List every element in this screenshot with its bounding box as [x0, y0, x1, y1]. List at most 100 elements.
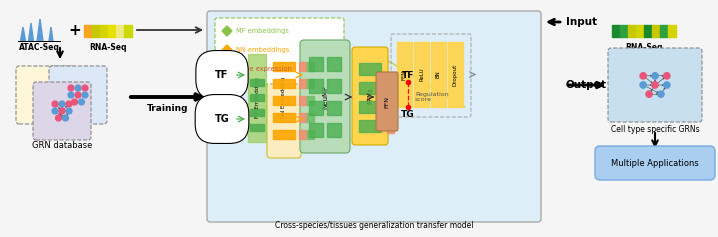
- Bar: [387, 123, 394, 133]
- Bar: [273, 130, 295, 139]
- Bar: [620, 25, 628, 37]
- Bar: [273, 113, 295, 122]
- FancyBboxPatch shape: [608, 48, 702, 122]
- Text: Dropout: Dropout: [453, 63, 458, 86]
- Bar: [250, 124, 264, 131]
- Text: NN Embedding: NN Embedding: [281, 77, 286, 118]
- Text: FFN: FFN: [402, 69, 407, 80]
- Circle shape: [652, 73, 658, 79]
- Polygon shape: [222, 64, 232, 74]
- Circle shape: [68, 92, 74, 98]
- Bar: [414, 42, 429, 107]
- Bar: [636, 25, 644, 37]
- Bar: [612, 25, 620, 37]
- Bar: [299, 113, 306, 122]
- Circle shape: [66, 108, 72, 114]
- Bar: [327, 123, 341, 137]
- Circle shape: [640, 82, 646, 88]
- Bar: [124, 25, 132, 37]
- Bar: [309, 79, 323, 93]
- Circle shape: [59, 108, 65, 114]
- Bar: [273, 62, 295, 71]
- Polygon shape: [49, 27, 53, 41]
- Bar: [92, 25, 100, 37]
- Text: TF: TF: [215, 70, 229, 80]
- Text: MF Embedding: MF Embedding: [254, 78, 259, 118]
- Text: FFN: FFN: [385, 96, 389, 108]
- Bar: [250, 109, 264, 116]
- Bar: [397, 42, 412, 107]
- Bar: [628, 25, 636, 37]
- Text: MF embeddings: MF embeddings: [236, 28, 289, 34]
- Text: TF: TF: [402, 70, 414, 79]
- Bar: [273, 79, 295, 88]
- Bar: [307, 79, 314, 88]
- Polygon shape: [37, 19, 43, 41]
- Bar: [84, 25, 92, 37]
- Text: RNA-Seq: RNA-Seq: [89, 43, 127, 52]
- Text: Multiple Applications: Multiple Applications: [611, 159, 699, 168]
- FancyBboxPatch shape: [33, 82, 91, 140]
- Circle shape: [75, 85, 81, 91]
- Polygon shape: [21, 27, 26, 41]
- FancyBboxPatch shape: [376, 72, 398, 131]
- Polygon shape: [29, 23, 34, 41]
- Bar: [359, 101, 381, 113]
- Bar: [116, 25, 124, 37]
- Text: Training: Training: [147, 104, 189, 113]
- FancyBboxPatch shape: [300, 40, 350, 153]
- Text: BN: BN: [436, 71, 441, 78]
- Bar: [273, 96, 295, 105]
- Text: TG: TG: [401, 110, 415, 119]
- Bar: [448, 42, 463, 107]
- Bar: [309, 57, 323, 71]
- Circle shape: [66, 101, 72, 107]
- Text: Output: Output: [566, 80, 607, 90]
- Bar: [307, 62, 314, 71]
- Bar: [327, 101, 341, 115]
- Bar: [387, 89, 394, 99]
- Bar: [250, 79, 264, 86]
- Bar: [100, 25, 108, 37]
- Bar: [660, 25, 668, 37]
- Bar: [299, 130, 306, 139]
- Bar: [309, 123, 323, 137]
- Circle shape: [52, 101, 58, 107]
- Text: RNA-Seq: RNA-Seq: [625, 43, 663, 52]
- Circle shape: [62, 115, 68, 121]
- Bar: [327, 79, 341, 93]
- Text: ReLU: ReLU: [419, 68, 424, 81]
- Circle shape: [652, 82, 658, 88]
- Bar: [644, 25, 652, 37]
- Circle shape: [35, 92, 41, 98]
- Bar: [431, 42, 446, 107]
- Circle shape: [658, 91, 664, 97]
- FancyBboxPatch shape: [352, 47, 388, 145]
- Bar: [652, 25, 660, 37]
- FancyBboxPatch shape: [267, 37, 301, 158]
- Circle shape: [78, 99, 85, 105]
- Circle shape: [35, 85, 41, 91]
- Circle shape: [49, 92, 55, 98]
- Text: Gene expression: Gene expression: [236, 66, 292, 72]
- Circle shape: [663, 73, 670, 79]
- Circle shape: [45, 99, 52, 105]
- Circle shape: [68, 85, 74, 91]
- FancyBboxPatch shape: [207, 11, 541, 222]
- Text: FFNs: FFNs: [367, 87, 373, 105]
- Circle shape: [49, 85, 55, 91]
- Circle shape: [646, 91, 652, 97]
- Bar: [299, 96, 306, 105]
- Circle shape: [52, 108, 58, 114]
- Text: ATAC-Seq: ATAC-Seq: [19, 43, 60, 52]
- Bar: [248, 54, 266, 142]
- Bar: [299, 79, 306, 88]
- Text: Regulation
score: Regulation score: [415, 91, 449, 102]
- FancyBboxPatch shape: [215, 18, 344, 84]
- Bar: [307, 130, 314, 139]
- Text: TG: TG: [215, 114, 229, 124]
- Bar: [250, 94, 264, 101]
- Bar: [359, 120, 381, 132]
- Circle shape: [55, 115, 62, 121]
- Text: Cross-species/tissues generalization transfer model: Cross-species/tissues generalization tra…: [275, 220, 473, 229]
